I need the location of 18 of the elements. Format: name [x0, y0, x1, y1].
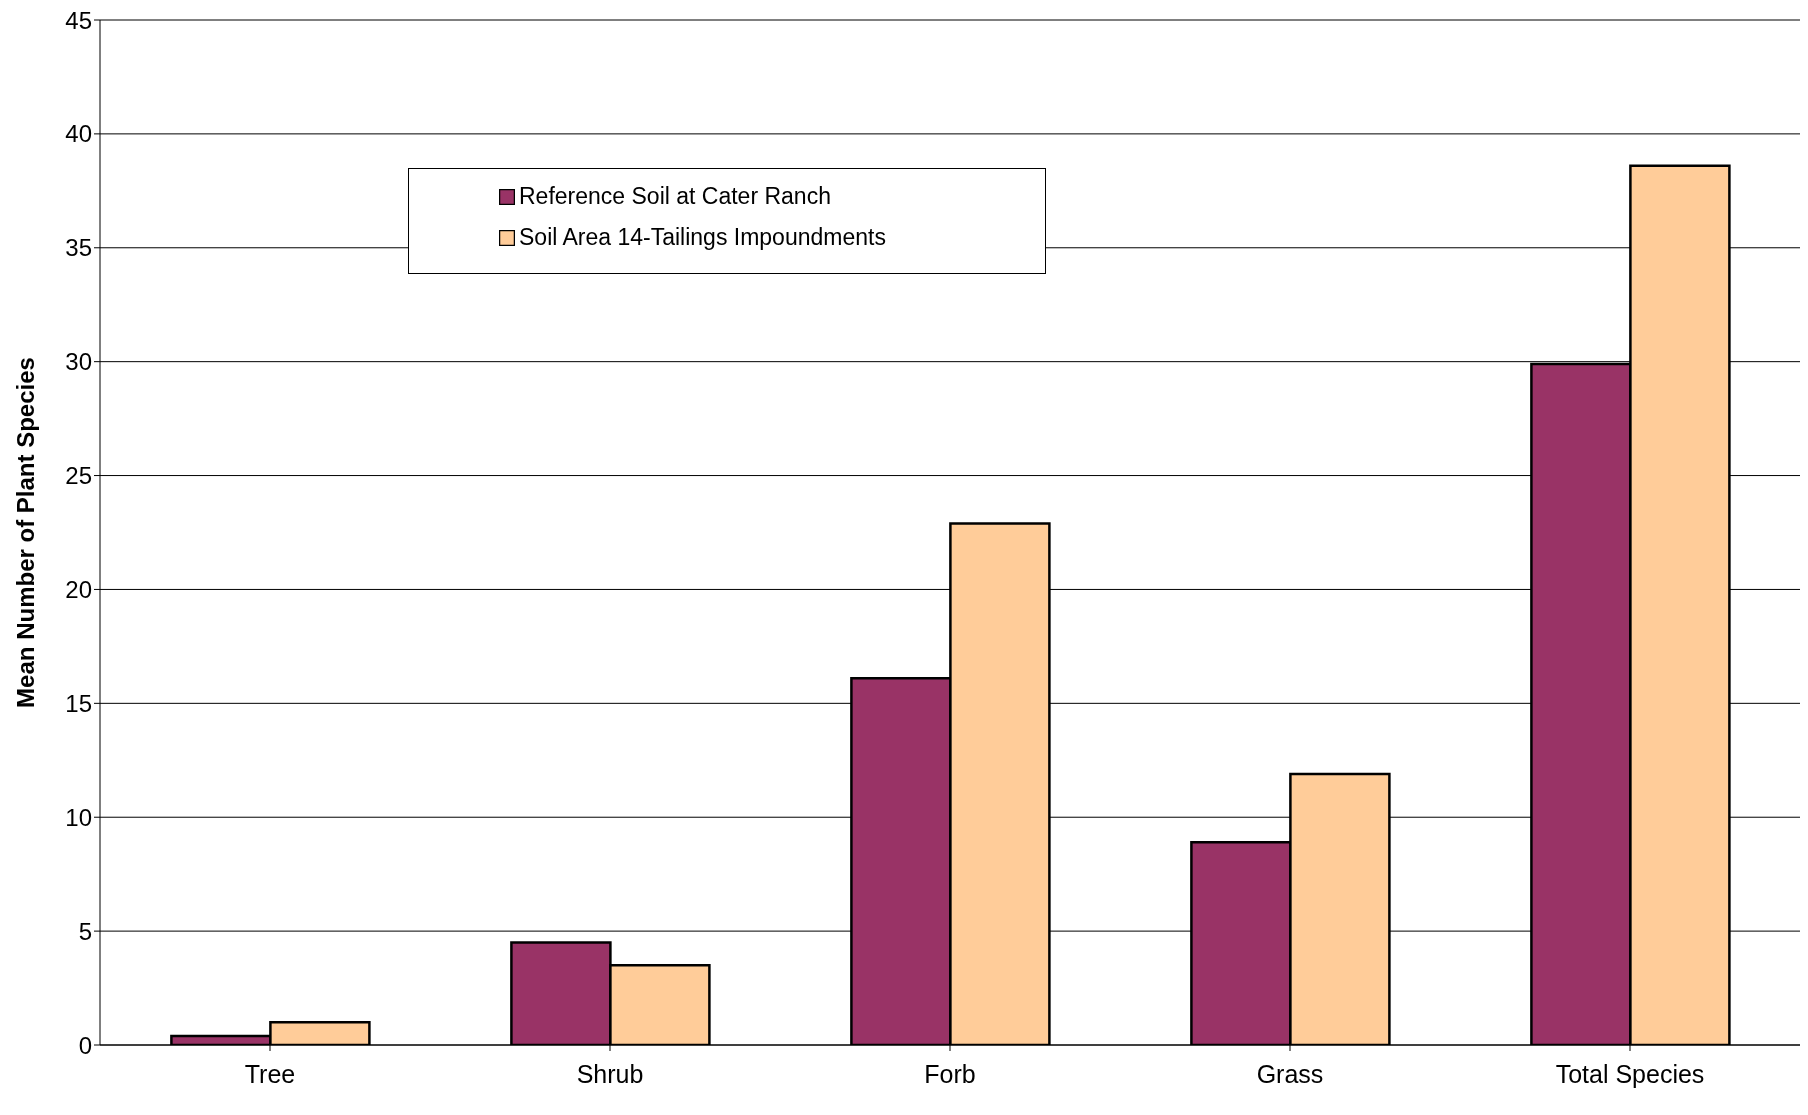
y-tick-label: 30: [65, 348, 92, 376]
y-tick-label: 40: [65, 120, 92, 148]
x-tick-label: Shrub: [576, 1059, 644, 1088]
x-tick-label: Tree: [244, 1059, 296, 1088]
x-tick-label: Total Species: [1555, 1059, 1705, 1088]
y-tick-label: 10: [65, 803, 92, 831]
y-tick-label: 25: [65, 462, 92, 490]
y-tick-label: 35: [65, 234, 92, 262]
y-tick-label: 45: [65, 6, 92, 34]
y-tick-label: 20: [65, 575, 92, 603]
x-tick-label: Forb: [924, 1059, 976, 1088]
y-tick-label: 5: [78, 917, 92, 945]
y-tick-label: 15: [65, 689, 92, 717]
y-tick-label: 0: [78, 1031, 92, 1059]
y-axis-title: Mean Number of Plant Species: [11, 357, 39, 708]
legend-label: Soil Area 14-Tailings Impoundments: [519, 224, 886, 251]
legend-label: Reference Soil at Cater Ranch: [519, 183, 831, 210]
x-tick-label: Grass: [1256, 1059, 1324, 1088]
